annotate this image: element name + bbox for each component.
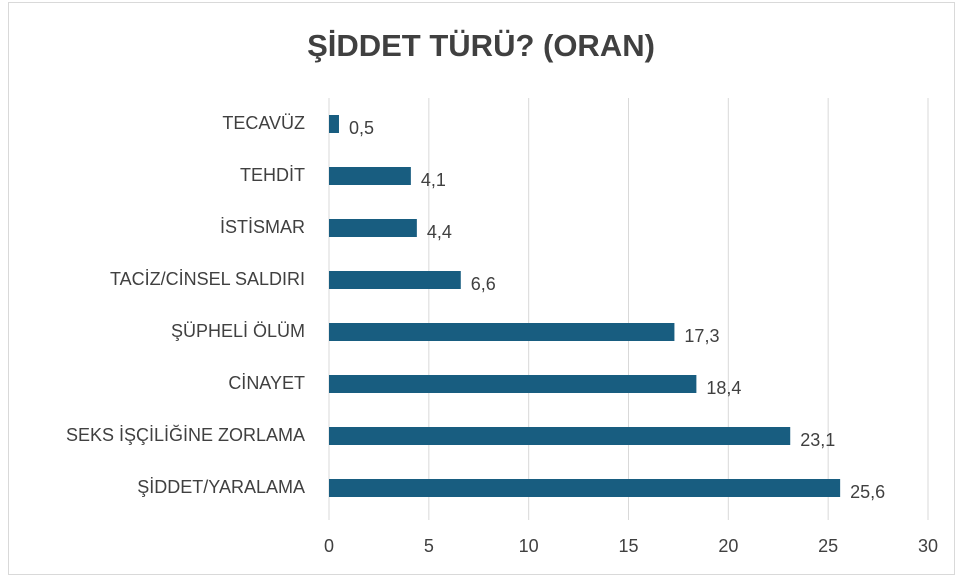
y-tick-label: TEHDİT <box>240 165 305 185</box>
x-tick-label: 15 <box>618 536 638 556</box>
data-label: 25,6 <box>850 482 885 502</box>
y-tick-label: ŞİDDET/YARALAMA <box>137 477 305 497</box>
x-tick-label: 0 <box>324 536 334 556</box>
bar <box>329 271 461 289</box>
bar <box>329 375 697 393</box>
y-tick-label: TACİZ/CİNSEL SALDIRI <box>110 269 305 289</box>
y-tick-label: CİNAYET <box>228 373 305 393</box>
y-tick-label: SEKS İŞÇİLİĞİNE ZORLAMA <box>66 424 305 445</box>
data-label: 0,5 <box>349 118 374 138</box>
chart-title: ŞİDDET TÜRÜ? (ORAN) <box>307 28 655 63</box>
data-label: 17,3 <box>684 326 719 346</box>
data-label: 18,4 <box>706 378 741 398</box>
x-tick-label: 30 <box>918 536 938 556</box>
bar <box>329 115 339 133</box>
y-tick-label: TECAVÜZ <box>222 113 305 133</box>
bar <box>329 167 411 185</box>
x-tick-label: 5 <box>424 536 434 556</box>
y-tick-label: İSTİSMAR <box>220 217 305 237</box>
x-tick-label: 10 <box>519 536 539 556</box>
data-label: 4,1 <box>421 170 446 190</box>
bar <box>329 219 417 237</box>
data-label: 23,1 <box>800 430 835 450</box>
data-label: 6,6 <box>471 274 496 294</box>
bar <box>329 427 791 445</box>
y-tick-label: ŞÜPHELİ ÖLÜM <box>171 321 305 341</box>
data-label: 4,4 <box>427 222 452 242</box>
bar <box>329 479 841 497</box>
bar <box>329 323 675 341</box>
x-tick-label: 20 <box>718 536 738 556</box>
x-tick-label: 25 <box>818 536 838 556</box>
